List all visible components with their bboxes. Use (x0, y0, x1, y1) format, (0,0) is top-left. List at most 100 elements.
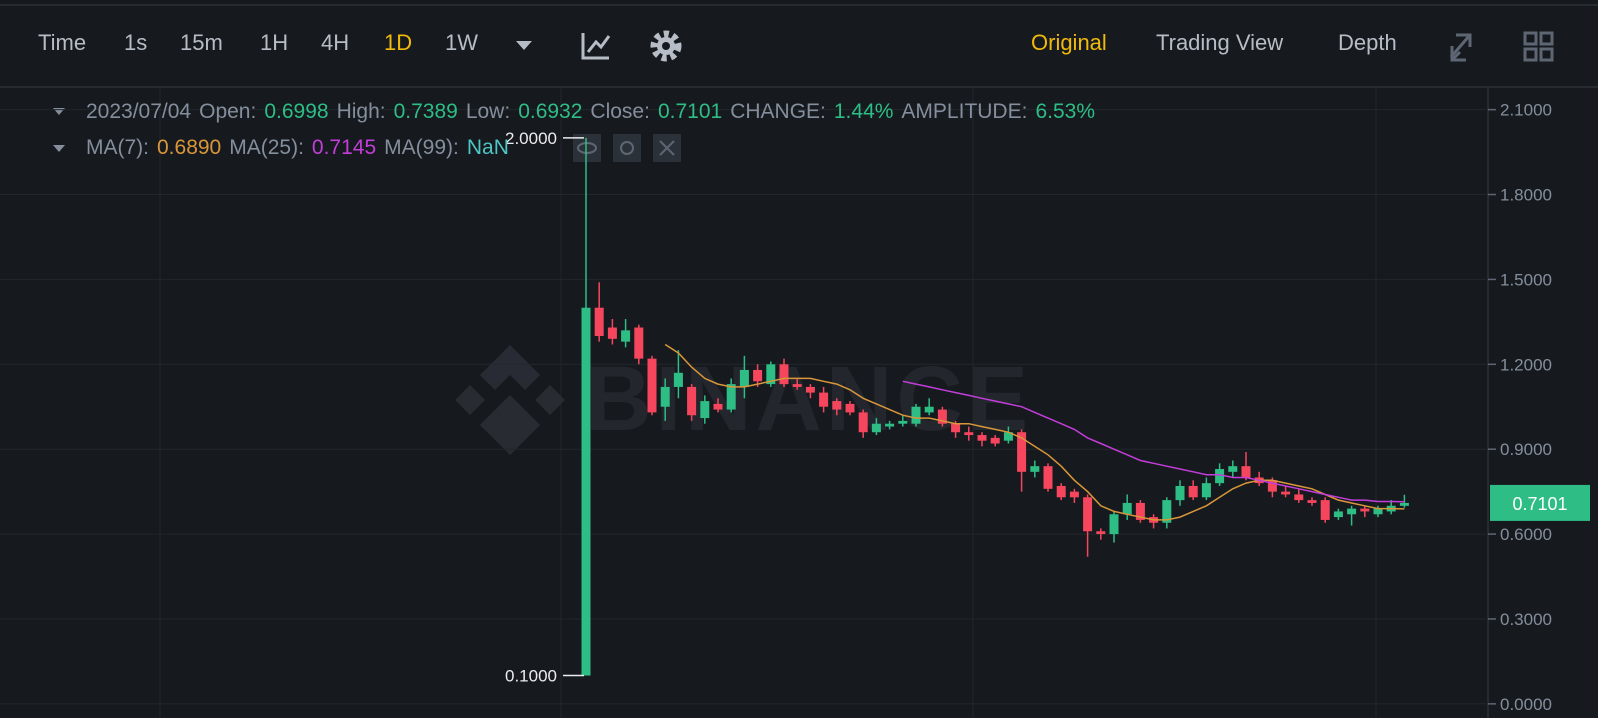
legend-label: MA(99): (384, 136, 459, 159)
legend-label: MA(7): (86, 136, 149, 159)
interval-button[interactable]: 1D (384, 30, 413, 55)
candle-body (1281, 491, 1291, 495)
candle-body (687, 386, 697, 416)
indicator-icon[interactable] (581, 33, 611, 60)
candle-body (990, 437, 1000, 444)
candle-body (726, 384, 736, 410)
candle-body (819, 392, 829, 407)
candle-body (1003, 432, 1013, 441)
candle-body (1122, 502, 1132, 515)
candle-body (832, 401, 842, 410)
candle-body (634, 327, 644, 359)
candle-body (700, 401, 710, 419)
annotation-label: 0.1000 (505, 667, 557, 686)
logo-part (535, 385, 565, 415)
amplitude-value: 6.53% (1035, 100, 1095, 123)
candle-body (766, 364, 776, 385)
last-price-tag (1490, 484, 1590, 521)
candle-body (1373, 508, 1383, 515)
icon-stroke (577, 142, 597, 154)
icon-stroke (1449, 33, 1472, 58)
label: High: (336, 100, 386, 123)
candle-body (964, 432, 974, 436)
icon-stroke (1539, 31, 1554, 46)
candle-body (779, 364, 789, 385)
ma-value: 0.7145 (311, 136, 377, 159)
interval-button[interactable]: 1s (124, 30, 148, 55)
last-price-label: 0.7101 (1512, 494, 1567, 514)
open-value: 0.6998 (264, 100, 329, 123)
candle-body (845, 403, 855, 413)
interval-button[interactable]: 1W (445, 30, 478, 55)
candle-body (898, 420, 908, 424)
icon-stroke (620, 141, 634, 155)
candle-body (885, 423, 895, 427)
y-tick-label: 0.9000 (1500, 440, 1552, 459)
change-value: 1.44% (833, 100, 894, 123)
label: Open: (199, 100, 257, 123)
icon-stroke (662, 42, 670, 50)
settings-icon[interactable] (650, 30, 682, 62)
candle-body (1228, 466, 1238, 472)
candle-body (1267, 480, 1277, 492)
candle-body (951, 423, 961, 433)
annotation-label: 2.0000 (505, 129, 557, 148)
interval-button[interactable]: 1H (260, 30, 289, 55)
settings-button[interactable] (613, 134, 641, 162)
candle-body (1109, 514, 1119, 535)
time-grid (159, 87, 1377, 718)
ma-toggle[interactable] (53, 145, 65, 152)
candle-body (739, 369, 749, 387)
icon-stroke (1539, 47, 1554, 62)
candle-body (753, 369, 763, 382)
icon-stroke (586, 35, 611, 53)
candle-body (1188, 485, 1198, 498)
icon-stroke (1523, 47, 1538, 62)
interval-button[interactable]: 15m (180, 30, 223, 55)
y-tick-label: 0.0000 (1500, 695, 1552, 714)
icon-stroke (1523, 31, 1538, 46)
y-tick-label: 0.3000 (1500, 610, 1552, 629)
candle-body (581, 307, 591, 676)
legend-label: MA(25): (229, 136, 304, 159)
candle-body (871, 423, 881, 433)
view-tab[interactable]: Depth (1338, 30, 1397, 55)
close-value: 0.7101 (657, 100, 723, 123)
candle-body (792, 384, 802, 387)
icon-stroke (650, 30, 682, 62)
ohlc-info: 2023/07/04 Open: 0.6998 High: 0.7389 Low: 0.69… (86, 100, 1103, 124)
candle-body (1294, 494, 1304, 501)
view-tab[interactable]: Original (1031, 30, 1107, 55)
ma-controls (573, 134, 681, 162)
more-intervals-dropdown[interactable] (516, 41, 532, 50)
interval-button[interactable]: Time (38, 30, 87, 55)
price-grid (0, 109, 1488, 705)
y-tick-label: 2.1000 (1500, 101, 1552, 120)
label: Low: (465, 100, 511, 123)
y-tick-label: 0.6000 (1500, 525, 1552, 544)
layout-icon[interactable] (1523, 31, 1554, 62)
fullscreen-icon[interactable] (1449, 33, 1472, 62)
watermark: BINANCE (585, 348, 1032, 450)
candle-body (1069, 491, 1079, 498)
label: CHANGE: (730, 100, 826, 123)
interval-button[interactable]: 4H (321, 30, 350, 55)
watermark-logo (455, 345, 565, 455)
candle-body (937, 409, 947, 424)
candle-body (660, 386, 670, 407)
candle-body (1333, 511, 1343, 518)
candle-body (1241, 466, 1251, 478)
candle-body (1201, 483, 1211, 498)
candles (581, 137, 1409, 676)
ma-line (664, 343, 1405, 521)
view-tab[interactable]: Trading View (1156, 30, 1284, 55)
logo-part (455, 385, 485, 415)
candle-body (1162, 500, 1172, 523)
candle-body (1030, 466, 1040, 472)
candle-body (911, 406, 921, 424)
candle-body (1307, 500, 1317, 503)
candle-body (1347, 508, 1357, 515)
